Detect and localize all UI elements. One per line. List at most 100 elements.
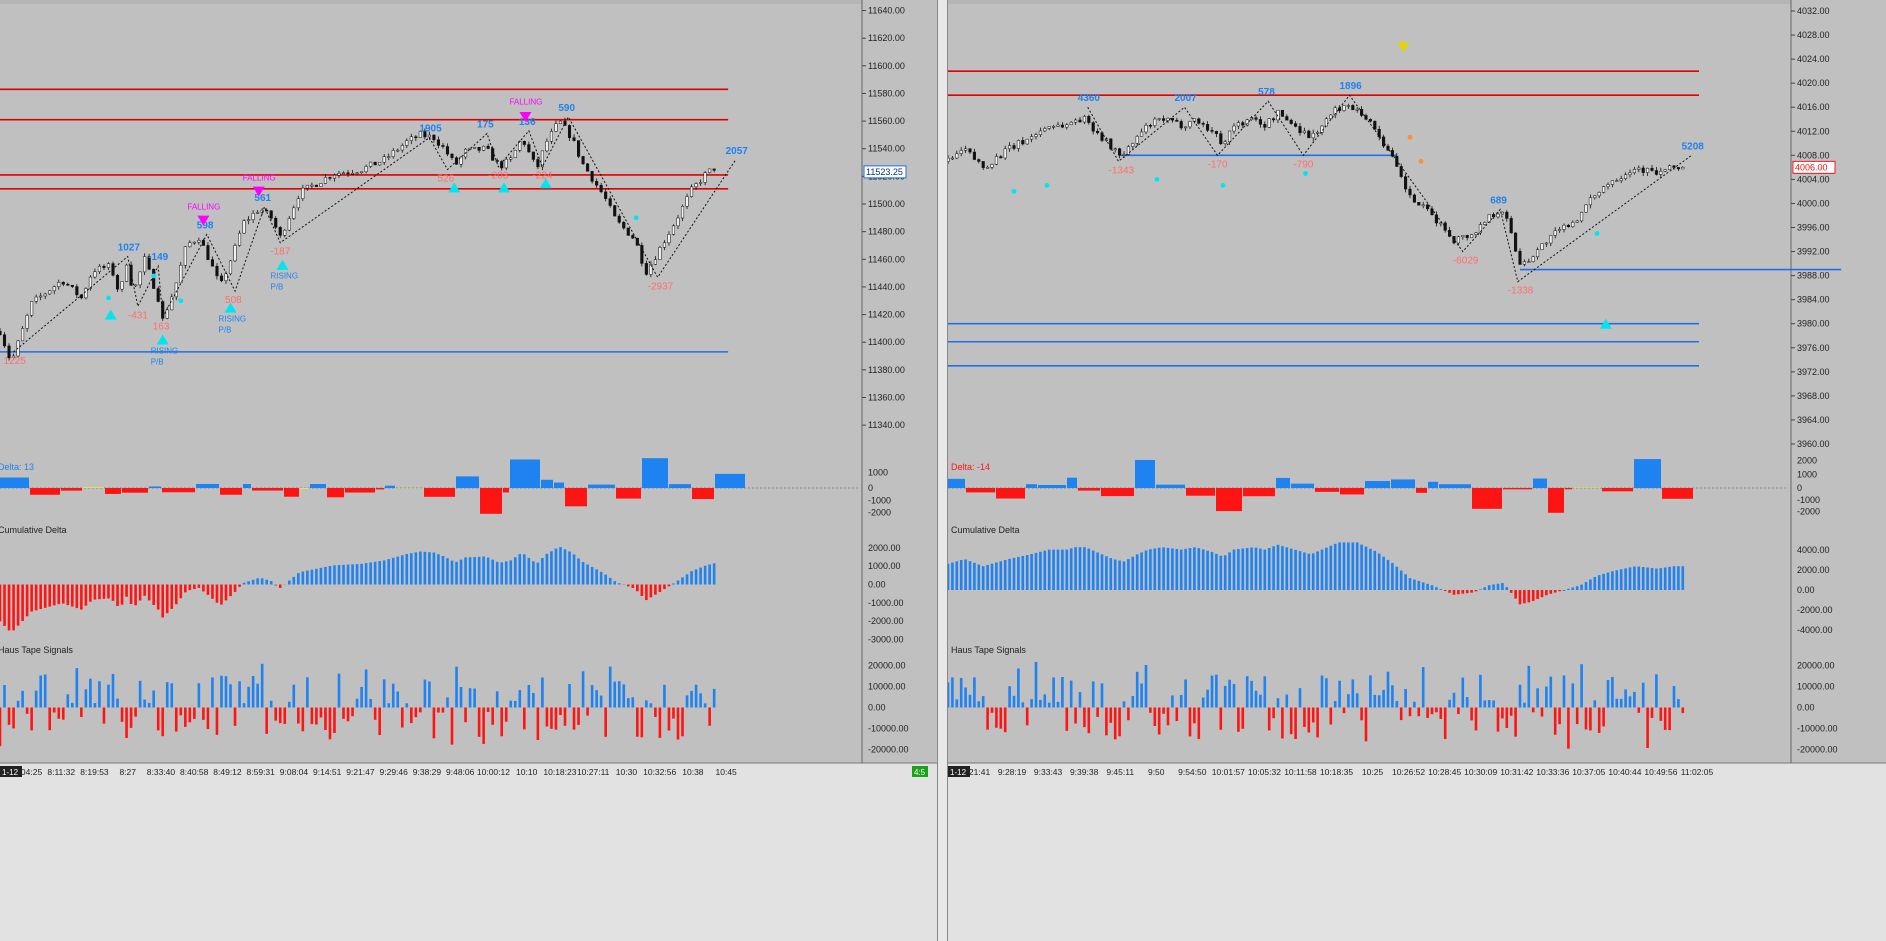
tape-signal-bar: [328, 707, 332, 740]
candle-body: [134, 284, 138, 287]
tape-signal-bar: [1307, 707, 1311, 733]
cum-delta-bar: [973, 562, 976, 590]
tape-signal-bar: [1404, 688, 1407, 708]
tape-signal-bar: [518, 690, 522, 708]
cum-delta-bar: [1549, 590, 1553, 594]
tape-axis-label: 10000.00: [868, 682, 906, 692]
candle-body: [1175, 119, 1179, 122]
candle-body: [1078, 119, 1082, 123]
delta-bar: [284, 488, 299, 497]
candle-body: [418, 131, 422, 138]
cum-delta-bar: [685, 574, 689, 585]
tape-signal-bar: [608, 666, 612, 708]
candle-body: [567, 125, 572, 138]
candle-body: [1443, 222, 1447, 231]
tape-signal-bar: [1562, 675, 1566, 708]
candle-body: [165, 309, 169, 319]
tape-signal-bar: [1593, 700, 1597, 708]
cum-delta-bar: [990, 563, 994, 590]
candle-body: [613, 205, 617, 217]
tape-signal-bar: [1483, 700, 1487, 708]
tape-signal-bar: [1677, 699, 1680, 708]
cum-delta-bar: [1382, 556, 1385, 590]
time-axis-label: 10:00:12: [477, 767, 510, 777]
cum-delta-axis-label: -4000.00: [1797, 625, 1833, 635]
cum-delta-bar: [986, 564, 989, 590]
candle-body: [1448, 230, 1452, 237]
candle-body: [1100, 132, 1104, 141]
candle-body: [265, 209, 269, 212]
delta-bar: [1186, 488, 1215, 496]
top-status-strip: [948, 0, 1791, 4]
candle-body: [1210, 130, 1214, 132]
time-axis-label: 9:38:29: [413, 767, 442, 777]
tape-signal-bar: [1540, 707, 1544, 717]
candle-body: [301, 187, 305, 199]
delta-bar: [30, 488, 60, 495]
cum-delta-bar: [129, 584, 133, 605]
cum-delta-bar: [1540, 590, 1544, 598]
tape-signal-bar: [1175, 707, 1179, 722]
cum-delta-bar: [1509, 590, 1513, 593]
candle-body: [7, 345, 11, 359]
cum-delta-bar: [699, 567, 702, 585]
cum-delta-bar: [1065, 549, 1069, 590]
right-chart-panel[interactable]: 4032.00 4028.00 4024.00 4020.00 4016.00 4012.…: [948, 0, 1886, 941]
candle-body: [1351, 105, 1355, 111]
cum-delta-bar: [513, 557, 517, 585]
cum-delta-bar: [1272, 546, 1275, 590]
cum-delta-bar: [1267, 547, 1271, 590]
tape-signal-bar: [681, 707, 684, 737]
tape-signal-bar: [373, 707, 377, 720]
candle-body: [97, 265, 101, 272]
delta-axis-label: -1000: [1797, 495, 1820, 505]
delta-bar: [1602, 488, 1633, 492]
tape-signal-bar: [292, 684, 296, 708]
tape-signal-bar: [134, 707, 137, 717]
cum-delta-bar: [1611, 571, 1614, 590]
falling-signal-label: FALLING: [509, 98, 542, 107]
cum-delta-bar: [1677, 566, 1680, 590]
tape-signal-bar: [165, 682, 169, 708]
tape-signal-bar: [1017, 668, 1020, 708]
cum-delta-bar: [477, 556, 481, 585]
tape-signal-bar: [1329, 707, 1333, 725]
candle-body: [690, 186, 694, 197]
candle-body: [391, 150, 395, 157]
swing-high-label: 5208: [1682, 141, 1705, 152]
candle-body: [1522, 261, 1526, 265]
cum-delta-bar: [287, 580, 291, 585]
delta-bar: [1662, 488, 1693, 499]
cum-delta-bar: [378, 561, 381, 585]
left-chart-panel[interactable]: 11640.00 11620.00 11600.00 11580.00 11560.00…: [0, 0, 937, 941]
time-axis-label: 8:33:40: [147, 767, 176, 777]
cum-delta-bar: [1523, 590, 1526, 604]
panel-divider[interactable]: [937, 0, 948, 941]
zigzag-line: [13, 115, 737, 353]
cum-delta-bar: [269, 581, 273, 585]
candle-body: [1329, 114, 1333, 119]
tape-signal-bar: [1171, 695, 1174, 708]
cum-delta-bar: [645, 584, 648, 601]
candle-body: [183, 246, 187, 266]
cum-delta-bar: [1232, 549, 1236, 590]
cum-delta-bar: [233, 584, 237, 592]
cum-delta-bar: [61, 584, 65, 604]
candle-body: [950, 157, 954, 160]
swing-low-label: -203: [488, 171, 508, 182]
candle-body: [441, 145, 445, 147]
time-axis-band: [948, 763, 1886, 941]
time-axis-label: 10:38: [682, 767, 704, 777]
tape-signal-bar: [468, 688, 472, 708]
tape-signal-bar: [981, 696, 985, 708]
cum-delta-bar: [1127, 559, 1130, 590]
time-axis-label: 10:28:45: [1428, 767, 1461, 777]
tape-signal-bar: [1096, 707, 1099, 717]
tape-signal-bar: [1426, 707, 1429, 718]
delta-bar: [424, 488, 455, 497]
tape-axis-label: 20000.00: [868, 661, 906, 671]
candle-body: [658, 247, 662, 260]
delta-axis-label: 1000: [868, 467, 888, 477]
cum-delta-bar: [12, 584, 15, 631]
